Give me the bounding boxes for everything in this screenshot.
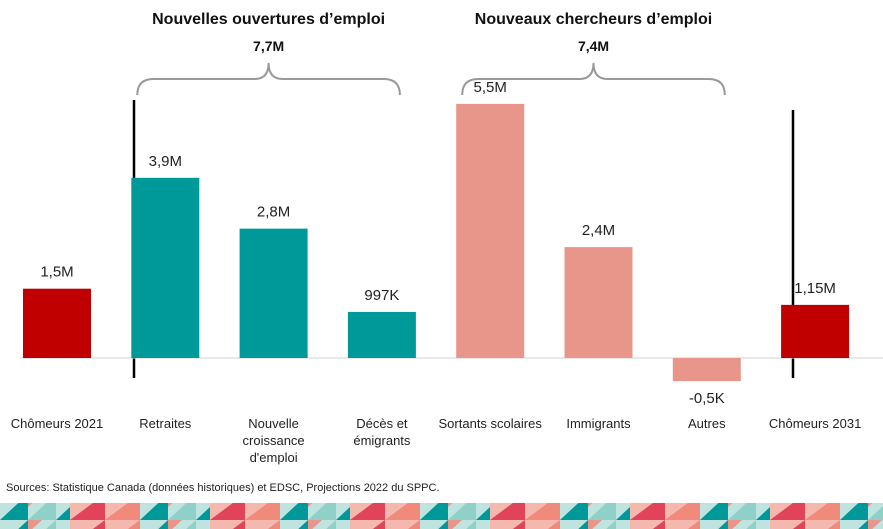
brace bbox=[461, 62, 726, 96]
category-label: Chômeurs 2031 bbox=[755, 415, 875, 432]
data-label: 2,8M bbox=[257, 204, 290, 221]
data-label: 3,9M bbox=[149, 153, 182, 170]
brace bbox=[136, 62, 401, 96]
category-line: émigrants bbox=[353, 433, 411, 448]
category-line: Retraites bbox=[139, 416, 192, 431]
category-label: Décès et émigrants bbox=[322, 415, 442, 449]
decorative-strip bbox=[0, 503, 883, 529]
category-line: Autres bbox=[688, 416, 726, 431]
group-total: 7,4M bbox=[578, 38, 609, 54]
bar bbox=[456, 103, 525, 359]
category-line: d'emploi bbox=[249, 450, 298, 465]
category-label: Retraites bbox=[105, 415, 225, 432]
category-label: Immigrants bbox=[539, 415, 659, 432]
bar bbox=[239, 228, 308, 358]
category-line: Décès et bbox=[356, 416, 408, 431]
bar bbox=[23, 288, 91, 358]
bar bbox=[347, 311, 416, 358]
group-title: Nouveaux chercheurs d’emploi bbox=[475, 11, 712, 28]
category-line: Chômeurs 2021 bbox=[10, 416, 104, 431]
bar bbox=[564, 247, 633, 358]
data-label: 5,5M bbox=[474, 79, 507, 96]
category-label: Nouvelle croissance d'emploi bbox=[214, 415, 334, 466]
category-label: Sortants scolaires bbox=[430, 415, 550, 432]
category-line: croissance bbox=[242, 433, 305, 448]
category-label: Autres bbox=[647, 415, 767, 432]
category-line: Nouvelle bbox=[248, 416, 299, 431]
group-total: 7,7M bbox=[253, 38, 284, 54]
bar bbox=[131, 177, 200, 358]
data-label: 997K bbox=[364, 287, 399, 304]
category-line: Chômeurs 2031 bbox=[768, 416, 862, 431]
group-title: Nouvelles ouvertures d’emploi bbox=[152, 11, 385, 28]
category-label: Chômeurs 2021 bbox=[0, 415, 117, 432]
bar bbox=[672, 358, 741, 382]
category-line: Immigrants bbox=[566, 416, 631, 431]
data-label: 2,4M bbox=[582, 222, 615, 239]
bar bbox=[781, 304, 850, 358]
data-label: 1,15M bbox=[794, 280, 836, 297]
source-note: Sources: Statistique Canada (données his… bbox=[6, 482, 440, 494]
data-label: 1,5M bbox=[40, 264, 73, 281]
data-label: -0,5K bbox=[689, 390, 725, 407]
category-line: Sortants scolaires bbox=[438, 416, 542, 431]
